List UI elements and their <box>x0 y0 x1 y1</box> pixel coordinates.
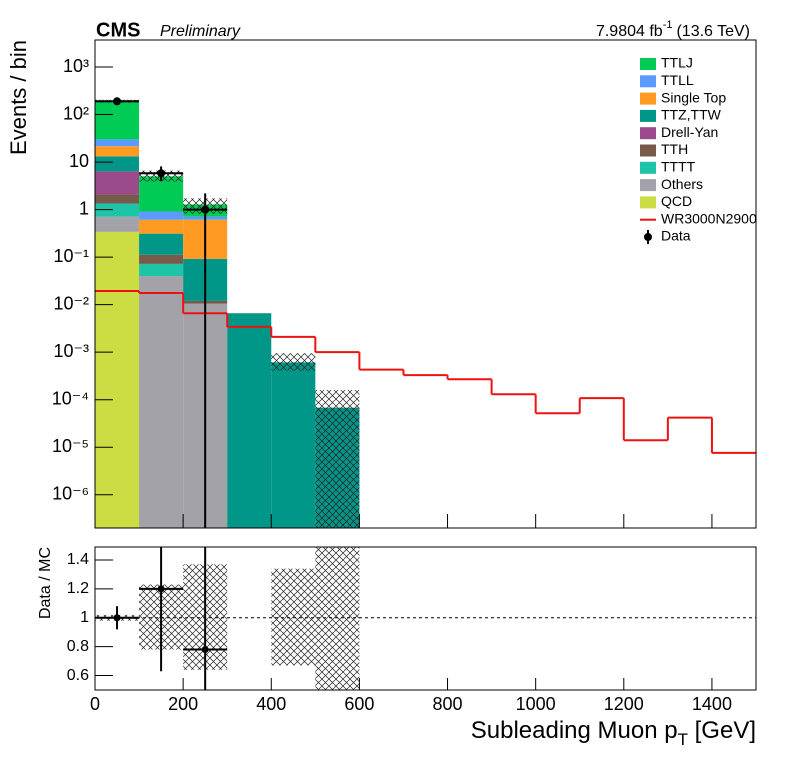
y-tick-label: 10⁻² <box>53 293 89 313</box>
x-tick-label: 1000 <box>516 694 556 714</box>
x-label-unit: [GeV] <box>688 717 756 744</box>
stack-segment <box>139 263 184 277</box>
subtitle: Preliminary <box>160 23 241 40</box>
stack-segment <box>95 139 140 147</box>
x-tick-label: 600 <box>344 694 374 714</box>
frame <box>94 39 757 529</box>
y-axis-label: Events / bin <box>6 40 31 155</box>
ratio-point <box>157 585 165 593</box>
legend-swatch <box>640 144 656 157</box>
stack-segment <box>95 194 140 204</box>
legend-swatch <box>640 127 656 140</box>
y-tick-label: 10 <box>69 151 89 171</box>
frame <box>94 546 757 691</box>
stack-segment <box>95 156 140 172</box>
x-tick-label: 0 <box>90 694 100 714</box>
x-label-main: Subleading Muon p <box>471 717 678 744</box>
x-tick-label: 800 <box>433 694 463 714</box>
stack-segment <box>95 216 140 232</box>
y-tick-label: 10³ <box>63 56 89 76</box>
data-point <box>113 97 122 106</box>
y-tick-label: 1 <box>79 198 89 218</box>
x-tick-label: 1400 <box>692 694 732 714</box>
ratio-uncertainty <box>271 568 316 666</box>
lumi-value: 7.9804 fb <box>596 23 663 40</box>
legend-label: Single Top <box>661 89 726 105</box>
x-axis-label: Subleading Muon pT [GeV] <box>471 717 756 749</box>
legend-label: Drell-Yan <box>661 124 718 140</box>
stack-segment <box>95 231 140 528</box>
y-tick-label: 10⁻¹ <box>53 246 89 266</box>
legend-label: Others <box>661 176 703 192</box>
stack-segment <box>95 146 140 157</box>
legend-swatch <box>640 109 656 122</box>
legend-swatch <box>640 75 656 88</box>
stack-segment <box>95 101 140 140</box>
plot-area <box>95 97 756 528</box>
x-tick-label: 200 <box>168 694 198 714</box>
ratio-y-axis-label: Data / MC <box>37 547 54 619</box>
legend-label: TTTT <box>661 159 696 175</box>
stack-segment <box>95 203 140 217</box>
legend-label: TTZ,TTW <box>661 107 722 123</box>
y-tick-label: 10⁻⁴ <box>52 388 89 408</box>
y-tick-label: 10⁻⁵ <box>52 436 89 456</box>
x-tick-label: 1200 <box>604 694 644 714</box>
data-point <box>157 169 166 178</box>
legend-label: TTLL <box>661 72 694 88</box>
legend-label: WR3000N2900 <box>661 210 757 226</box>
x-tick-label: 400 <box>256 694 286 714</box>
legend-label: Data <box>661 228 691 244</box>
stack-segment <box>139 219 184 234</box>
lumi: 7.9804 fb-1 (13.6 TeV) <box>596 19 750 40</box>
legend-label: TTLJ <box>661 55 693 71</box>
ratio-point <box>113 614 121 622</box>
y-tick-label: 1 <box>80 609 89 626</box>
mc-uncertainty <box>315 390 360 528</box>
legend-swatch <box>640 92 656 105</box>
stack-segment <box>139 211 184 220</box>
y-tick-label: 10⁻³ <box>53 341 89 361</box>
y-tick-label: 1.4 <box>67 551 89 568</box>
x-label-sub: T <box>678 730 688 749</box>
y-tick-label: 10⁻⁶ <box>52 484 89 504</box>
data-point <box>201 205 210 214</box>
stack-segment <box>139 276 184 528</box>
y-tick-label: 0.8 <box>67 638 89 655</box>
legend-swatch <box>640 196 656 209</box>
mc-uncertainty <box>271 353 316 371</box>
stack-segment <box>227 313 272 528</box>
stack-segment <box>139 233 184 255</box>
ratio-point <box>201 646 209 654</box>
legend-swatch <box>640 179 656 192</box>
y-tick-label: 1.2 <box>67 580 89 597</box>
lumi-exp: -1 <box>663 19 673 31</box>
stack-segment <box>139 176 184 212</box>
ratio-uncertainty <box>315 547 360 690</box>
legend-label: QCD <box>661 193 692 209</box>
stack-segment <box>139 254 184 264</box>
legend-label: TTH <box>661 141 688 157</box>
legend-swatch <box>640 58 656 70</box>
legend-swatch <box>640 161 656 174</box>
y-tick-label: 10² <box>63 103 89 123</box>
stack-segment <box>271 362 316 528</box>
y-tick-label: 0.6 <box>67 667 89 684</box>
stack-segment <box>95 171 140 195</box>
title: CMS <box>96 19 140 41</box>
lumi-energy: (13.6 TeV) <box>676 23 750 40</box>
